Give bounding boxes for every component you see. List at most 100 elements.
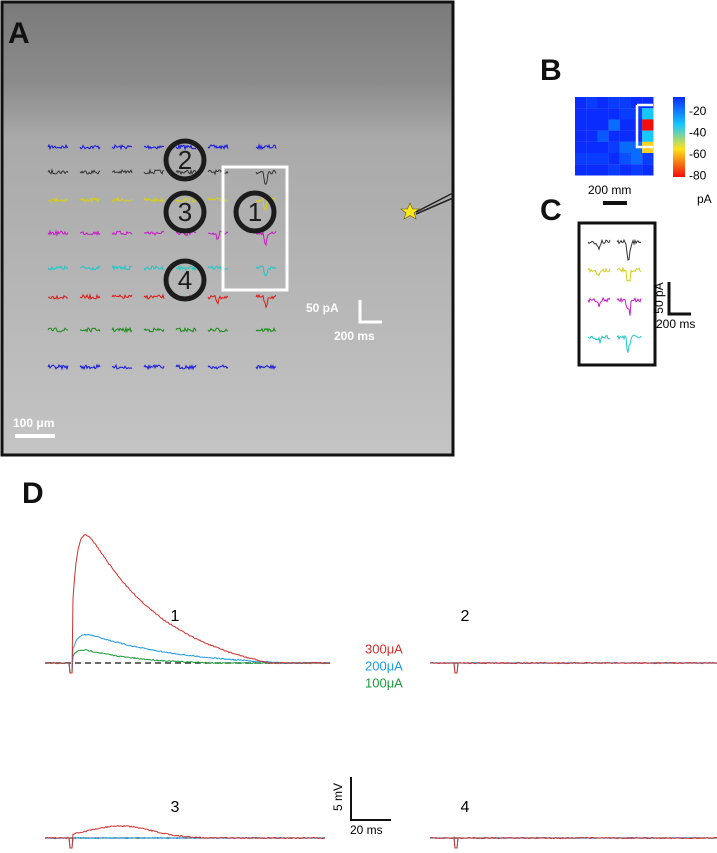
trace [47,265,69,271]
scale-label: 200 ms [334,329,375,343]
trace [111,144,133,151]
trace [255,327,277,333]
heat-cell [597,153,609,165]
trace [587,334,611,344]
trace [587,296,611,308]
trace [207,264,229,271]
trace [79,293,101,300]
trace [143,265,165,271]
trace [587,238,611,251]
trace [111,363,133,370]
site-circle [233,190,277,234]
site-circle [163,190,207,234]
heat-cell [597,97,609,109]
trace [44,649,330,674]
trace-label: 1 [171,608,180,625]
trace [79,265,101,271]
trace [255,293,277,309]
heat-cell [631,164,643,176]
highlight-box [221,165,289,292]
trace [616,266,642,283]
trace [616,334,642,353]
trace [207,327,229,333]
trace [175,168,197,176]
heat-cell [608,164,620,176]
trace [255,230,277,247]
panel-label: B [540,54,562,87]
trace [44,825,326,849]
heat-cell [642,108,654,120]
trace [111,264,133,272]
heat-cell [597,108,609,120]
heat-cell [619,119,632,131]
colorbar-tick: -80 [689,169,707,183]
trace [79,363,101,371]
trace-grid [47,143,277,371]
heat-cell [575,119,587,131]
trace [47,196,69,203]
heat-cell [586,153,598,165]
heat-cell [608,108,620,120]
scale-bar [358,300,382,324]
heat-cell [575,164,587,176]
colorbar-unit: pA [697,192,712,206]
trace [79,327,101,333]
trace [616,296,642,316]
trace [429,836,717,849]
heat-cell [608,97,620,109]
trace [616,238,642,261]
trace [207,294,229,305]
trace [47,229,69,237]
scale-bar [350,777,391,821]
legend-entry: 300μA [365,641,403,656]
trace [79,230,101,236]
scale-label: 50 pA [652,282,666,313]
heat-cell [597,130,609,142]
pipette [415,197,454,215]
trace [143,231,165,236]
heat-cell [575,153,587,165]
heat-cell [642,119,654,131]
scale-label: 20 ms [350,823,383,837]
star [400,202,420,220]
heat-cell [608,141,620,154]
colorbar-ticks: -20 -40 -60 -80 [689,104,707,183]
trace [429,836,717,849]
trace [111,169,133,175]
trace [175,326,197,333]
heat-cell [619,153,632,165]
trace [207,197,229,203]
colorbar-tick: -60 [689,147,707,161]
trace [175,197,197,203]
trace [175,143,197,151]
colorbar-tick: -20 [689,104,707,118]
heat-cell [586,97,598,109]
highlight-box [635,103,653,149]
heat-cell [631,97,643,109]
panel-label: D [22,477,44,510]
slice-image [0,0,455,457]
legend-entry: 100μA [365,675,403,690]
heat-cell [597,141,609,154]
heat-cell [642,130,654,142]
panel-label: A [8,17,30,50]
trace [111,294,133,299]
heat-cell [619,97,632,109]
trace-label: 4 [461,799,470,816]
colorbar [673,97,685,177]
heat-cell [575,108,587,120]
trace [143,363,165,371]
trace-label: 2 [461,608,470,625]
trace [44,534,331,674]
trace [111,230,133,236]
scale-label: 100 μm [13,416,54,430]
heat-cell [642,97,654,109]
heat-cell [619,164,632,176]
trace [47,327,69,333]
heat-cell [608,119,620,131]
site-label: 4 [178,265,192,295]
traces: 1 2 3 4 300μA 200μA 100μA [44,534,717,849]
panel-label: C [540,194,562,227]
site-label: 1 [248,197,262,227]
heat-cell [631,153,643,165]
